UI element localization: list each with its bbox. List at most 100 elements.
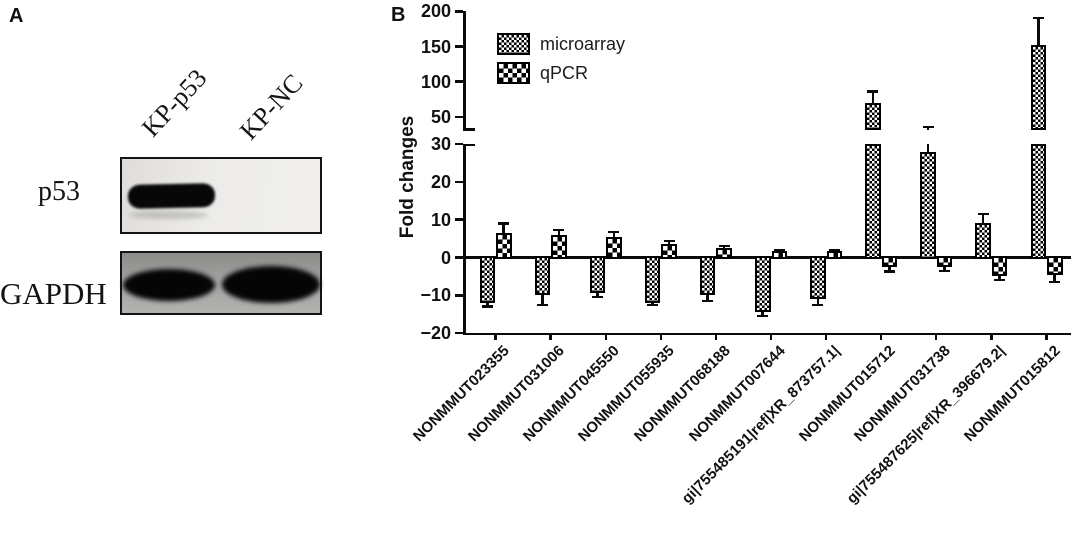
y-tick-label: 150 xyxy=(420,36,451,57)
legend-swatch-qPCR xyxy=(497,62,530,84)
x-tick xyxy=(824,332,828,340)
bar-qPCR xyxy=(881,256,898,268)
error-cap-microarray xyxy=(647,303,659,306)
error-whisker-microarray xyxy=(926,143,930,154)
y-tick xyxy=(455,294,463,297)
x-category-label: NONMMUT015712 xyxy=(795,342,899,446)
y-tick xyxy=(455,9,463,13)
error-cap-microarray xyxy=(702,299,714,303)
error-cap-microarray xyxy=(757,314,769,318)
panel-a-label: A xyxy=(9,5,24,27)
bar-microarray xyxy=(920,151,936,259)
error-whisker-microarray xyxy=(596,291,599,298)
x-category-label: NONMMUT031738 xyxy=(850,342,954,446)
error-cap-microarray xyxy=(536,303,548,306)
x-category-label: NONMMUT031006 xyxy=(465,342,568,446)
y-tick xyxy=(455,331,463,335)
x-tick xyxy=(1045,332,1048,340)
error-cap-qPCR xyxy=(994,278,1006,282)
error-cap-microarray xyxy=(1032,17,1044,20)
bar-microarray xyxy=(479,256,495,303)
error-whisker-microarray xyxy=(706,293,709,301)
y-tick xyxy=(455,80,463,84)
bar-microarray xyxy=(865,102,881,130)
error-whisker-qPCR xyxy=(888,265,891,272)
x-tick xyxy=(604,332,607,340)
bar-microarray xyxy=(644,256,661,303)
gapdh-band-kp-p53 xyxy=(123,269,215,301)
error-cap-qPCR xyxy=(939,269,951,272)
error-whisker-microarray xyxy=(1036,18,1040,48)
gapdh-row-label: GAPDH xyxy=(0,276,107,311)
error-cap-qPCR xyxy=(773,248,785,252)
y-tick-label: 30 xyxy=(430,134,451,155)
bar-microarray xyxy=(975,223,991,259)
y-tick-label: 10 xyxy=(430,209,451,230)
error-cap-qPCR xyxy=(828,248,840,252)
x-tick xyxy=(935,332,938,340)
x-tick xyxy=(659,332,662,340)
error-whisker-qPCR xyxy=(612,231,616,239)
y-tick-label: −10 xyxy=(420,285,451,306)
y-tick xyxy=(455,256,463,259)
error-cap-qPCR xyxy=(718,244,730,248)
error-cap-microarray xyxy=(591,295,603,299)
error-whisker-qPCR xyxy=(1053,272,1057,283)
x-category-label: NONMMUT055935 xyxy=(575,342,679,446)
error-cap-microarray xyxy=(922,125,934,129)
bar-microarray xyxy=(755,256,771,313)
x-category-label: NONMMUT007644 xyxy=(685,342,789,446)
x-axis xyxy=(463,332,1071,336)
x-tick xyxy=(769,332,773,340)
y-tick-label: 200 xyxy=(420,1,451,22)
error-whisker-microarray xyxy=(485,300,489,307)
error-cap-qPCR xyxy=(608,230,620,233)
error-cap-microarray xyxy=(481,305,493,308)
p53-row-label: p53 xyxy=(38,176,80,207)
error-cap-microarray xyxy=(977,212,989,216)
y-tick-label: 50 xyxy=(430,107,451,127)
error-cap-microarray xyxy=(812,303,824,306)
legend-label-qPCR: qPCR xyxy=(540,63,589,83)
gapdh-blot-image xyxy=(120,251,322,315)
x-tick xyxy=(714,332,718,340)
bar-microarray xyxy=(589,256,606,294)
error-whisker-qPCR xyxy=(557,230,561,237)
bar-microarray xyxy=(534,256,551,296)
error-cap-microarray xyxy=(867,90,879,93)
error-whisker-qPCR xyxy=(667,241,671,247)
bar-microarray xyxy=(810,256,826,300)
error-whisker-qPCR xyxy=(502,223,506,235)
p53-band-shadow xyxy=(129,211,209,219)
error-whisker-microarray xyxy=(541,293,544,305)
error-cap-qPCR xyxy=(1049,280,1061,284)
y-tick xyxy=(455,115,463,119)
x-category-label: NONMMUT023355 xyxy=(410,342,513,446)
x-tick xyxy=(880,332,883,340)
bar-microarray xyxy=(865,144,881,259)
y-tick xyxy=(455,218,463,221)
legend-label-microarray: microarray xyxy=(540,34,626,54)
x-category-label: NONMMUT015812 xyxy=(961,342,1064,446)
error-cap-qPCR xyxy=(663,240,675,243)
bar-microarray xyxy=(699,256,716,296)
error-cap-qPCR xyxy=(553,229,565,232)
bar-qPCR xyxy=(1047,256,1063,275)
y-axis-lower-cap xyxy=(463,143,475,147)
bar-qPCR xyxy=(936,256,953,267)
bar-qPCR xyxy=(826,251,843,259)
error-cap-qPCR xyxy=(883,270,895,273)
y-tick xyxy=(455,180,463,184)
y-tick xyxy=(455,45,463,48)
x-tick xyxy=(494,332,497,340)
bar-qPCR xyxy=(551,234,567,259)
x-category-label: NONMMUT045550 xyxy=(520,342,624,446)
y-tick-label: 100 xyxy=(420,71,451,92)
x-category-label: NONMMUT068188 xyxy=(630,342,734,446)
bar-qPCR xyxy=(991,256,1008,277)
y-tick-label: 0 xyxy=(440,247,451,268)
y-tick-label: 20 xyxy=(430,171,451,192)
gapdh-band-kp-nc xyxy=(222,266,320,303)
x-tick xyxy=(549,332,552,340)
